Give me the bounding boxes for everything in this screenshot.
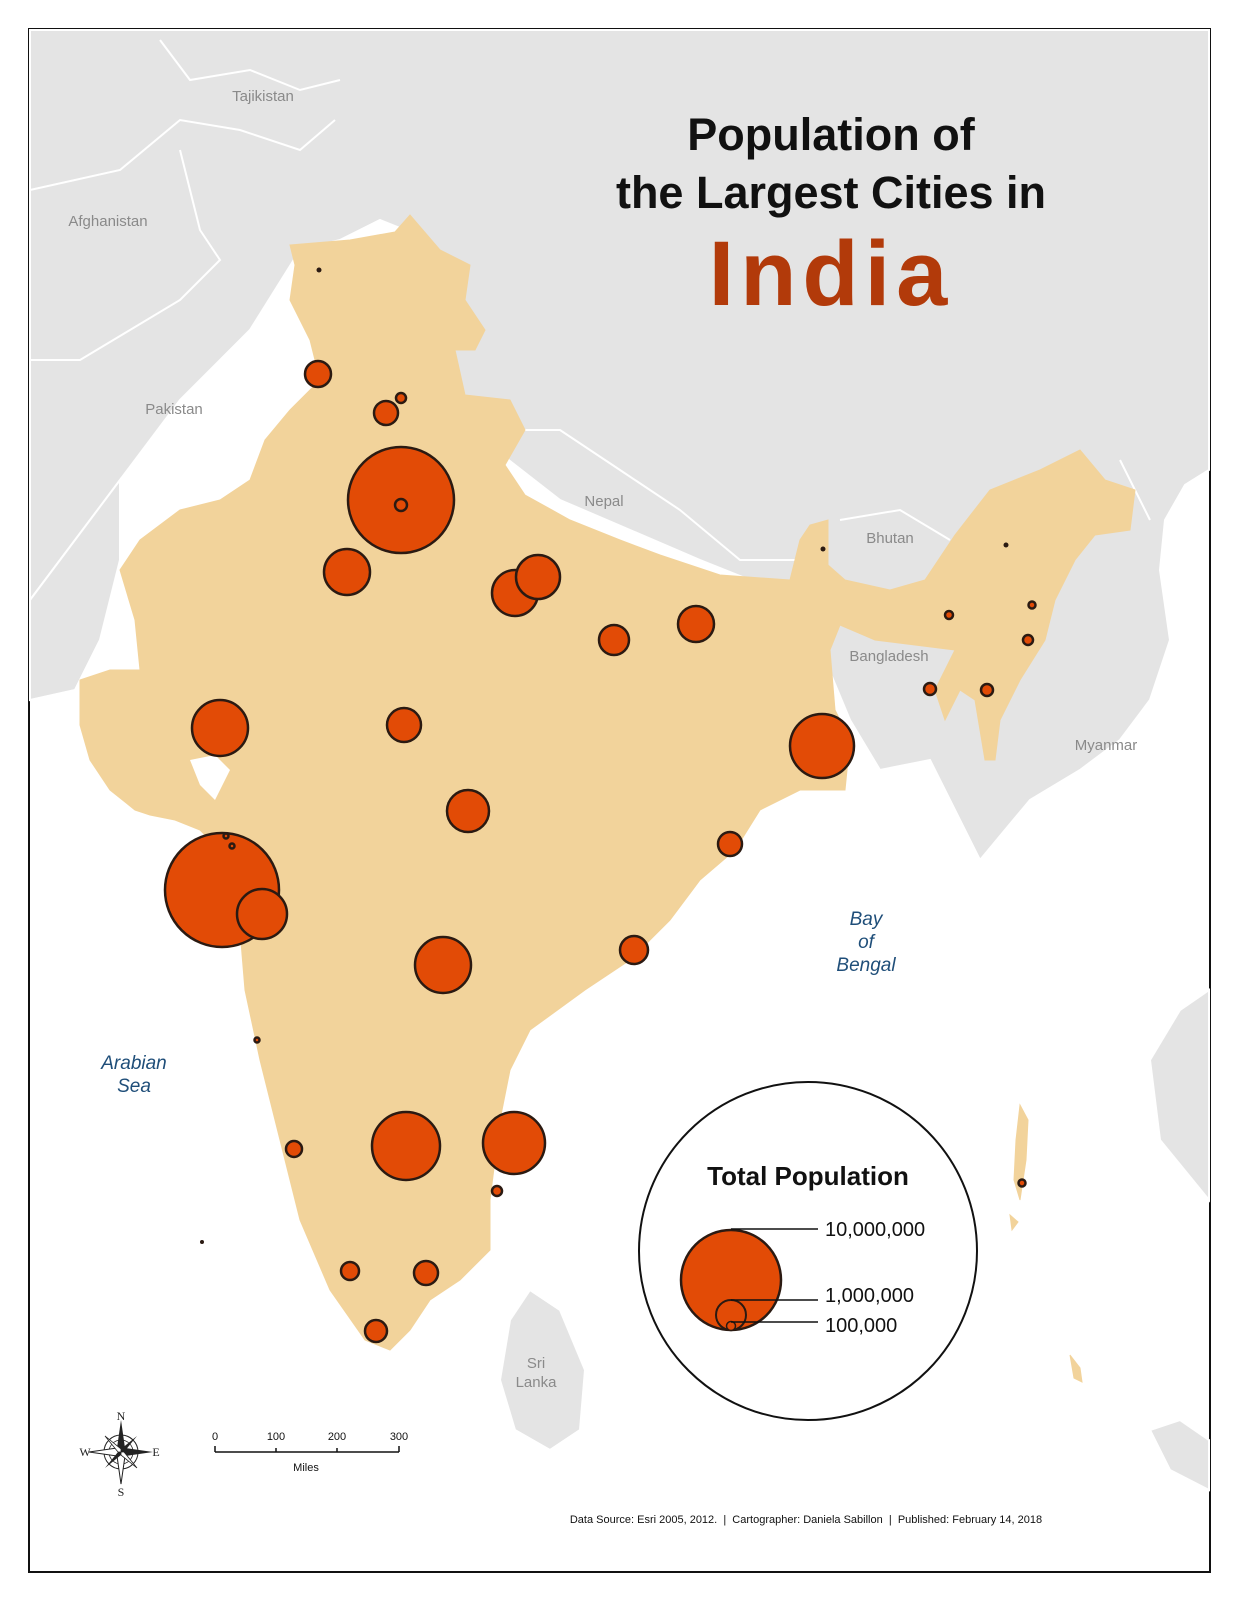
city-marker[interactable] (253, 1036, 261, 1044)
legend-circle-small (725, 1320, 737, 1332)
compass-w: W (79, 1445, 91, 1459)
title-line-2: the Largest Cities in (616, 167, 1046, 218)
city-marker[interactable] (597, 623, 631, 657)
label-bay-2: of (858, 932, 876, 953)
city-marker[interactable] (370, 1110, 442, 1182)
scale-bar: 0 100 200 300 Miles (212, 1431, 408, 1474)
label-sri-lanka-1: Sri (527, 1355, 545, 1372)
legend-value-large: 10,000,000 (825, 1219, 925, 1241)
label-pakistan: Pakistan (145, 401, 203, 418)
compass-n: N (117, 1409, 126, 1423)
label-bangladesh: Bangladesh (849, 648, 928, 665)
city-marker[interactable] (979, 682, 995, 698)
small-city-dots (200, 267, 1009, 1244)
city-marker[interactable] (445, 788, 491, 834)
city-dot[interactable] (820, 546, 826, 552)
legend-frame (638, 1081, 978, 1421)
label-arabian-2: Sea (117, 1076, 151, 1097)
city-dot[interactable] (200, 1240, 204, 1244)
scale-tick-200: 200 (328, 1431, 346, 1443)
city-marker[interactable] (394, 391, 408, 405)
legend: Total Population 10,000,000 1,000,000 10… (638, 1081, 978, 1421)
label-sri-lanka-2: Lanka (516, 1374, 558, 1391)
city-marker[interactable] (788, 712, 856, 780)
india-landmass (79, 214, 1136, 1383)
label-tajikistan: Tajikistan (232, 88, 294, 105)
city-marker[interactable] (322, 547, 372, 597)
city-marker[interactable] (514, 553, 562, 601)
city-marker[interactable] (413, 935, 473, 995)
scale-tick-300: 300 (390, 1431, 408, 1443)
compass-e: E (152, 1445, 159, 1459)
city-marker[interactable] (235, 887, 289, 941)
compass-rose-icon: N S E W (79, 1409, 159, 1499)
city-marker[interactable] (303, 359, 333, 389)
scale-tick-0: 0 (212, 1431, 218, 1443)
city-marker[interactable] (393, 497, 409, 513)
city-marker[interactable] (922, 681, 938, 697)
label-bay-3: Bengal (836, 955, 896, 976)
title-country: India (709, 223, 954, 325)
city-marker[interactable] (228, 842, 236, 850)
city-markers (163, 359, 1037, 1344)
legend-title: Total Population (707, 1161, 909, 1191)
label-afghanistan: Afghanistan (68, 213, 147, 230)
city-marker[interactable] (481, 1110, 547, 1176)
city-marker[interactable] (1017, 1178, 1027, 1188)
legend-value-small: 100,000 (825, 1315, 897, 1337)
city-marker[interactable] (372, 399, 400, 427)
city-marker[interactable] (943, 609, 955, 621)
gulf-cutout (190, 755, 230, 800)
label-bay-1: Bay (850, 909, 884, 930)
city-marker[interactable] (412, 1259, 440, 1287)
credits: Data Source: Esri 2005, 2012. | Cartogra… (570, 1514, 1042, 1526)
city-marker[interactable] (716, 830, 744, 858)
neighbor-land (29, 29, 1210, 1492)
city-marker[interactable] (284, 1139, 304, 1159)
compass-s: S (118, 1485, 125, 1499)
city-marker[interactable] (676, 604, 716, 644)
city-marker[interactable] (1021, 633, 1035, 647)
title-line-1: Population of (687, 109, 975, 160)
legend-value-medium: 1,000,000 (825, 1285, 914, 1307)
city-marker[interactable] (1027, 600, 1037, 610)
label-arabian-1: Arabian (100, 1053, 167, 1074)
label-bhutan: Bhutan (866, 530, 914, 547)
city-marker[interactable] (618, 934, 650, 966)
city-marker[interactable] (339, 1260, 361, 1282)
city-marker[interactable] (222, 832, 230, 840)
city-dot[interactable] (316, 267, 322, 273)
city-marker[interactable] (385, 706, 423, 744)
city-dot[interactable] (1003, 542, 1009, 548)
city-marker[interactable] (490, 1184, 504, 1198)
city-marker[interactable] (190, 698, 250, 758)
label-myanmar: Myanmar (1075, 737, 1138, 754)
sri-lanka-shape (498, 1288, 587, 1452)
city-marker[interactable] (363, 1318, 389, 1344)
scale-tick-100: 100 (267, 1431, 285, 1443)
label-nepal: Nepal (584, 493, 623, 510)
scale-unit: Miles (293, 1462, 319, 1474)
